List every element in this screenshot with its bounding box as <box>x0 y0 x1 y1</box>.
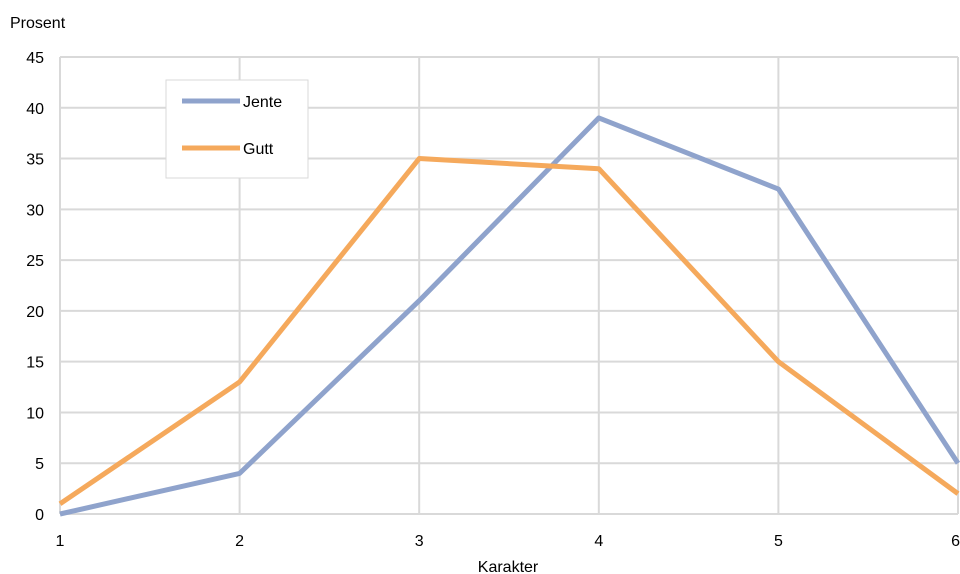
x-tick-label: 4 <box>594 533 603 550</box>
y-axis-title: Prosent <box>10 15 66 32</box>
y-tick-label: 45 <box>26 50 44 67</box>
x-axis-ticks: 1 2 3 4 5 6 <box>56 533 960 550</box>
x-axis-title: Karakter <box>478 559 539 574</box>
legend-label-jente: Jente <box>243 94 282 111</box>
y-tick-label: 10 <box>26 405 44 422</box>
y-tick-label: 5 <box>35 456 44 473</box>
y-tick-label: 0 <box>35 507 44 524</box>
x-tick-label: 2 <box>235 533 244 550</box>
series-line-gutt <box>58 156 960 506</box>
legend-label-gutt: Gutt <box>243 141 274 158</box>
legend: Jente Gutt <box>165 79 309 179</box>
y-tick-label: 20 <box>26 304 44 321</box>
series-line-jente <box>59 115 960 517</box>
y-tick-label: 15 <box>26 355 44 372</box>
x-tick-label: 6 <box>951 533 960 550</box>
legend-box <box>165 79 309 179</box>
y-tick-label: 25 <box>26 253 44 270</box>
x-tick-label: 1 <box>56 533 65 550</box>
x-tick-label: 5 <box>774 533 783 550</box>
y-tick-label: 35 <box>26 152 44 169</box>
x-tick-label: 3 <box>415 533 424 550</box>
y-tick-label: 30 <box>26 202 44 219</box>
series-lines <box>58 115 960 517</box>
y-axis-ticks: 0 5 10 15 20 25 30 35 40 45 <box>26 50 44 524</box>
y-tick-label: 40 <box>26 101 44 118</box>
